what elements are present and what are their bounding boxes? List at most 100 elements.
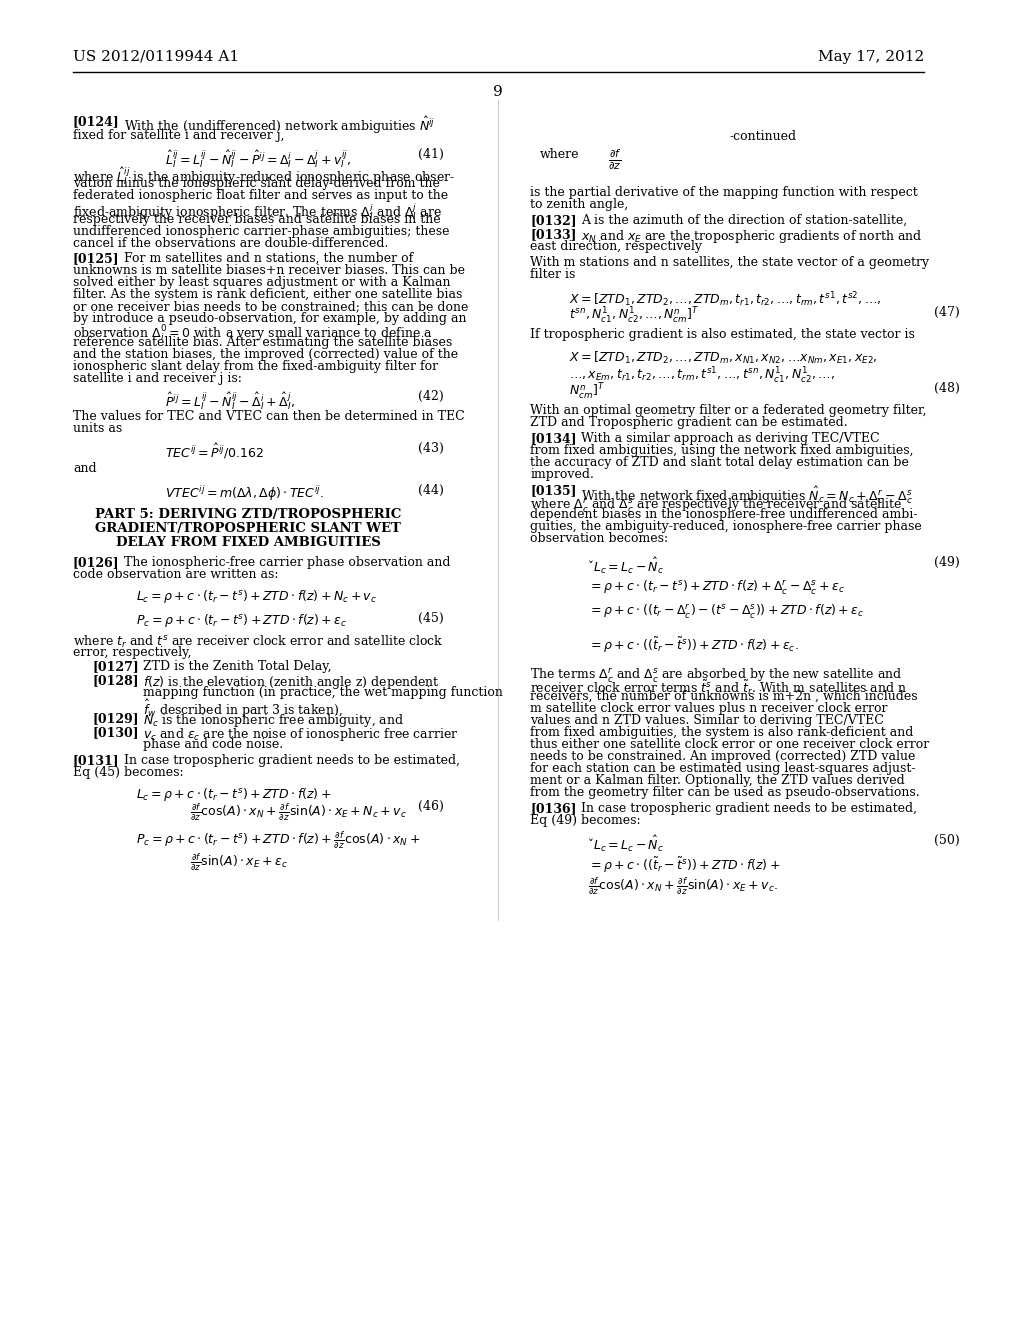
Text: (42): (42) [418, 389, 444, 403]
Text: $\ldots, x_{Em}, t_{r1}, t_{r2}, \ldots, t_{rm}, t^{s1}, \ldots, t^{sn}, N_{c1}^: $\ldots, x_{Em}, t_{r1}, t_{r2}, \ldots,… [569, 366, 835, 385]
Text: vation minus the ionospheric slant delay derived from the: vation minus the ionospheric slant delay… [73, 177, 440, 190]
Text: (45): (45) [418, 612, 444, 624]
Text: $v_c$ and $\varepsilon_c$ are the noise of ionospheric free carrier: $v_c$ and $\varepsilon_c$ are the noise … [143, 726, 459, 743]
Text: $= \rho + c \cdot (t_r - t^s) + ZTD \cdot f(z) + \Delta^r_c - \Delta^s_c + \vare: $= \rho + c \cdot (t_r - t^s) + ZTD \cdo… [589, 578, 845, 597]
Text: GRADIENT/TROPOSPHERIC SLANT WET: GRADIENT/TROPOSPHERIC SLANT WET [95, 521, 401, 535]
Text: mapping function (in practice, the wet mapping function: mapping function (in practice, the wet m… [143, 686, 503, 700]
Text: [0124]: [0124] [73, 115, 120, 128]
Text: With the (undifferenced) network ambiguities $\hat{N}^{ij}$: With the (undifferenced) network ambigui… [124, 115, 435, 136]
Text: $f(z)$ is the elevation (zenith angle z) dependent: $f(z)$ is the elevation (zenith angle z)… [143, 675, 440, 690]
Text: observation becomes:: observation becomes: [530, 532, 669, 545]
Text: $P_c = \rho + c \cdot (t_r - t^s) + ZTD \cdot f(z) + \frac{\partial f}{\partial : $P_c = \rho + c \cdot (t_r - t^s) + ZTD … [136, 830, 421, 851]
Text: $X=[ZTD_1, ZTD_2, \ldots, ZTD_m, x_{N1}, x_{N2}, \ldots x_{Nm}, x_{E1}, x_{E2},$: $X=[ZTD_1, ZTD_2, \ldots, ZTD_m, x_{N1},… [569, 350, 878, 366]
Text: (49): (49) [934, 556, 959, 569]
Text: $\check{L}_c = L_c - \hat{N}_c$: $\check{L}_c = L_c - \hat{N}_c$ [589, 834, 665, 854]
Text: In case tropospheric gradient needs to be estimated,: In case tropospheric gradient needs to b… [124, 754, 460, 767]
Text: 9: 9 [494, 84, 503, 99]
Text: filter is: filter is [530, 268, 575, 281]
Text: fixed-ambiguity ionospheric filter. The terms $\Delta^i_I$ and $\Delta^j_I$ are: fixed-ambiguity ionospheric filter. The … [73, 201, 441, 222]
Text: $\frac{\partial f}{\partial z}\cos(A) \cdot x_N + \frac{\partial f}{\partial z}\: $\frac{\partial f}{\partial z}\cos(A) \c… [189, 803, 407, 824]
Text: receivers, the number of unknowns is m+2n , which includes: receivers, the number of unknowns is m+2… [530, 690, 918, 704]
Text: [0125]: [0125] [73, 252, 120, 265]
Text: $X=[ZTD_1, ZTD_2, \ldots, ZTD_m, t_{r1}, t_{r2}, \ldots, t_{rm}, t^{s1}, t^{s2},: $X=[ZTD_1, ZTD_2, \ldots, ZTD_m, t_{r1},… [569, 290, 882, 309]
Text: $= \rho + c \cdot ((t_r - \Delta^r_c) - (t^s - \Delta^s_c)) + ZTD \cdot f(z) + \: $= \rho + c \cdot ((t_r - \Delta^r_c) - … [589, 602, 865, 620]
Text: $t^{sn}, N_{c1}^1, N_{c2}^1, \ldots, N_{cm}^n]^T$: $t^{sn}, N_{c1}^1, N_{c2}^1, \ldots, N_{… [569, 306, 699, 326]
Text: east direction, respectively: east direction, respectively [530, 240, 702, 253]
Text: phase and code noise.: phase and code noise. [143, 738, 283, 751]
Text: $x_N$ and $x_E$ are the tropospheric gradients of north and: $x_N$ and $x_E$ are the tropospheric gra… [581, 228, 923, 246]
Text: [0132]: [0132] [530, 214, 577, 227]
Text: thus either one satellite clock error or one receiver clock error: thus either one satellite clock error or… [530, 738, 930, 751]
Text: guities, the ambiguity-reduced, ionosphere-free carrier phase: guities, the ambiguity-reduced, ionosphe… [530, 520, 922, 533]
Text: With a similar approach as deriving TEC/VTEC: With a similar approach as deriving TEC/… [581, 432, 880, 445]
Text: With an optimal geometry filter or a federated geometry filter,: With an optimal geometry filter or a fed… [530, 404, 927, 417]
Text: or one receiver bias needs to be constrained; this can be done: or one receiver bias needs to be constra… [73, 300, 468, 313]
Text: A is the azimuth of the direction of station-satellite,: A is the azimuth of the direction of sta… [581, 214, 907, 227]
Text: observation $\Delta^0_i=0$ with a very small variance to define a: observation $\Delta^0_i=0$ with a very s… [73, 323, 433, 345]
Text: [0135]: [0135] [530, 484, 577, 498]
Text: undifferenced ionospheric carrier-phase ambiguities; these: undifferenced ionospheric carrier-phase … [73, 224, 450, 238]
Text: to zenith angle,: to zenith angle, [530, 198, 629, 211]
Text: [0129]: [0129] [92, 711, 139, 725]
Text: $\frac{\partial f}{\partial z}\cos(A) \cdot x_N + \frac{\partial f}{\partial z}\: $\frac{\partial f}{\partial z}\cos(A) \c… [589, 876, 778, 898]
Text: (43): (43) [418, 442, 444, 455]
Text: $\hat{P}^{ij} = L^{ij}_I - \hat{N}^{ij}_I - \hat{\Delta}^i_I + \hat{\Delta}^j_I,: $\hat{P}^{ij} = L^{ij}_I - \hat{N}^{ij}_… [165, 389, 295, 412]
Text: ZTD and Tropospheric gradient can be estimated.: ZTD and Tropospheric gradient can be est… [530, 416, 848, 429]
Text: from fixed ambiguities, using the network fixed ambiguities,: from fixed ambiguities, using the networ… [530, 444, 913, 457]
Text: PART 5: DERIVING ZTD/TROPOSPHERIC: PART 5: DERIVING ZTD/TROPOSPHERIC [95, 508, 401, 521]
Text: from the geometry filter can be used as pseudo-observations.: from the geometry filter can be used as … [530, 785, 920, 799]
Text: filter. As the system is rank deficient, either one satellite bias: filter. As the system is rank deficient,… [73, 288, 462, 301]
Text: $\check{L}_c = L_c - \hat{N}_c$: $\check{L}_c = L_c - \hat{N}_c$ [589, 556, 665, 576]
Text: units as: units as [73, 422, 122, 436]
Text: and the station biases, the improved (corrected) value of the: and the station biases, the improved (co… [73, 348, 458, 360]
Text: The terms $\Delta^r_c$ and $\Delta^s_c$ are absorbed by the new satellite and: The terms $\Delta^r_c$ and $\Delta^s_c$ … [530, 667, 902, 684]
Text: where $\hat{L}^{ij}_I$ is the ambiguity-reduced ionospheric phase obser-: where $\hat{L}^{ij}_I$ is the ambiguity-… [73, 165, 455, 186]
Text: With m stations and n satellites, the state vector of a geometry: With m stations and n satellites, the st… [530, 256, 929, 269]
Text: satellite i and receiver j is:: satellite i and receiver j is: [73, 372, 242, 385]
Text: With the network fixed ambiguities $\hat{N}_c = N_c + \Delta^r_c - \Delta^s_c$: With the network fixed ambiguities $\hat… [581, 484, 912, 506]
Text: where $t_r$ and $t^s$ are receiver clock error and satellite clock: where $t_r$ and $t^s$ are receiver clock… [73, 634, 443, 651]
Text: [0134]: [0134] [530, 432, 577, 445]
Text: receiver clock error terms $\tilde{t}^s$ and $\tilde{t}_r$. With m satellites an: receiver clock error terms $\tilde{t}^s$… [530, 678, 907, 697]
Text: needs to be constrained. An improved (corrected) ZTD value: needs to be constrained. An improved (co… [530, 750, 915, 763]
Text: For m satellites and n stations, the number of: For m satellites and n stations, the num… [124, 252, 413, 265]
Text: and: and [73, 462, 96, 475]
Text: (47): (47) [934, 306, 959, 319]
Text: where $\Delta^r_c$ and $\Delta^s_c$ are respectively the receiver and satellite: where $\Delta^r_c$ and $\Delta^s_c$ are … [530, 496, 902, 513]
Text: DELAY FROM FIXED AMBIGUITIES: DELAY FROM FIXED AMBIGUITIES [116, 536, 380, 549]
Text: [0127]: [0127] [92, 660, 139, 673]
Text: $P_c = \rho + c \cdot (t_r - t^s) + ZTD \cdot f(z) + \varepsilon_c$: $P_c = \rho + c \cdot (t_r - t^s) + ZTD … [136, 612, 347, 630]
Text: $L_c = \rho + c \cdot (t_r - t^s) + ZTD \cdot f(z) + N_c + v_c$: $L_c = \rho + c \cdot (t_r - t^s) + ZTD … [136, 587, 377, 605]
Text: $N_{cm}^n]^T$: $N_{cm}^n]^T$ [569, 381, 605, 403]
Text: ionospheric slant delay from the fixed-ambiguity filter for: ionospheric slant delay from the fixed-a… [73, 360, 438, 374]
Text: $= \rho + c \cdot ((\tilde{t}_r - \tilde{t}^s)) + ZTD \cdot f(z) + \varepsilon_c: $= \rho + c \cdot ((\tilde{t}_r - \tilde… [589, 636, 799, 656]
Text: [0128]: [0128] [92, 675, 139, 686]
Text: Eq (45) becomes:: Eq (45) becomes: [73, 766, 183, 779]
Text: [0133]: [0133] [530, 228, 577, 242]
Text: ment or a Kalman filter. Optionally, the ZTD values derived: ment or a Kalman filter. Optionally, the… [530, 774, 905, 787]
Text: [0130]: [0130] [92, 726, 139, 739]
Text: (41): (41) [418, 148, 444, 161]
Text: fixed for satellite i and receiver j,: fixed for satellite i and receiver j, [73, 129, 285, 143]
Text: (50): (50) [934, 834, 959, 847]
Text: improved.: improved. [530, 469, 594, 480]
Text: $VTEC^{ij} = m(\Delta\lambda, \Delta\phi) \cdot TEC^{ij}.$: $VTEC^{ij} = m(\Delta\lambda, \Delta\phi… [165, 484, 325, 503]
Text: reference satellite bias. After estimating the satellite biases: reference satellite bias. After estimati… [73, 337, 453, 348]
Text: The ionospheric-free carrier phase observation and: The ionospheric-free carrier phase obser… [124, 556, 450, 569]
Text: values and n ZTD values. Similar to deriving TEC/VTEC: values and n ZTD values. Similar to deri… [530, 714, 884, 727]
Text: In case tropospheric gradient needs to be estimated,: In case tropospheric gradient needs to b… [581, 803, 916, 814]
Text: error, respectively,: error, respectively, [73, 645, 191, 659]
Text: cancel if the observations are double-differenced.: cancel if the observations are double-di… [73, 238, 388, 249]
Text: [0126]: [0126] [73, 556, 120, 569]
Text: $\hat{f}_w$ described in part 3 is taken),: $\hat{f}_w$ described in part 3 is taken… [143, 698, 343, 721]
Text: $N_c$ is the ionospheric free ambiguity, and: $N_c$ is the ionospheric free ambiguity,… [143, 711, 404, 729]
Text: If tropospheric gradient is also estimated, the state vector is: If tropospheric gradient is also estimat… [530, 327, 915, 341]
Text: dependent biases in the ionosphere-free undifferenced ambi-: dependent biases in the ionosphere-free … [530, 508, 918, 521]
Text: -continued: -continued [729, 129, 797, 143]
Text: Eq (49) becomes:: Eq (49) becomes: [530, 814, 641, 828]
Text: $\frac{\partial f}{\partial z}\sin(A) \cdot x_E + \varepsilon_c$: $\frac{\partial f}{\partial z}\sin(A) \c… [189, 851, 288, 874]
Text: $= \rho + c \cdot ((\tilde{t}_r - \tilde{t}^s)) + ZTD \cdot f(z) +$: $= \rho + c \cdot ((\tilde{t}_r - \tilde… [589, 855, 781, 875]
Text: for each station can be estimated using least-squares adjust-: for each station can be estimated using … [530, 762, 915, 775]
Text: [0136]: [0136] [530, 803, 577, 814]
Text: The values for TEC and VTEC can then be determined in TEC: The values for TEC and VTEC can then be … [73, 411, 465, 422]
